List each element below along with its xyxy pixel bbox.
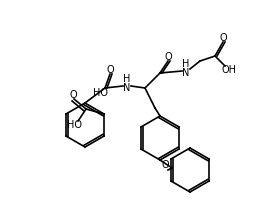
Text: O: O: [164, 52, 172, 62]
Text: OH: OH: [221, 65, 236, 75]
Text: HO: HO: [92, 88, 107, 98]
Text: HO: HO: [67, 120, 82, 130]
Text: O: O: [219, 33, 227, 43]
Text: N: N: [182, 68, 190, 78]
Text: O: O: [69, 90, 77, 100]
Text: N: N: [123, 83, 131, 93]
Text: H: H: [123, 74, 131, 84]
Text: O: O: [161, 160, 169, 170]
Text: O: O: [106, 65, 114, 75]
Text: H: H: [182, 59, 190, 69]
